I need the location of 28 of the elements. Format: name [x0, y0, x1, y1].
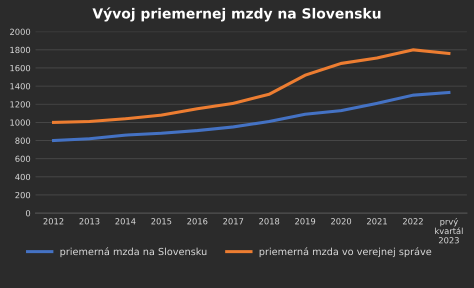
y-tick-label: 1400 — [10, 83, 30, 90]
x-tick-label: 2022 — [402, 218, 423, 224]
x-tick-label: 2015 — [151, 218, 172, 224]
y-tick-label: 1200 — [10, 101, 30, 108]
x-tick-label: 2016 — [187, 218, 208, 224]
line-series — [52, 48, 450, 124]
x-tick-label: 2012 — [44, 218, 64, 224]
x-tick-label: prvý kvartál 2023 — [435, 218, 463, 244]
y-tick-label: 0 — [26, 210, 30, 216]
chart-title: Vývoj priemernej mzdy na Slovensku — [92, 7, 380, 22]
y-tick-label: 1600 — [10, 64, 30, 72]
x-tick-label: 2014 — [115, 218, 136, 224]
x-tick-label: 2019 — [295, 218, 316, 224]
y-tick-label: 800 — [15, 138, 30, 144]
y-tick-label: 600 — [15, 156, 30, 162]
x-tick-label: 2018 — [259, 218, 280, 224]
y-tick-label: 400 — [15, 174, 30, 180]
x-tick-label: 2021 — [367, 218, 387, 224]
x-tick-label: 2020 — [331, 218, 352, 224]
y-tick-label: 1800 — [10, 46, 30, 54]
x-tick-label: 2013 — [79, 218, 100, 224]
x-tick-label: 2017 — [223, 218, 244, 224]
line-series — [52, 90, 450, 142]
legend-label: priemerná mzda vo verejnej správe — [260, 247, 432, 258]
y-tick-label: 200 — [15, 192, 30, 198]
legend-label: priemerná mzda na Slovensku — [60, 247, 206, 258]
y-tick-label: 1000 — [10, 119, 30, 126]
y-tick-label: 2000 — [10, 28, 30, 35]
